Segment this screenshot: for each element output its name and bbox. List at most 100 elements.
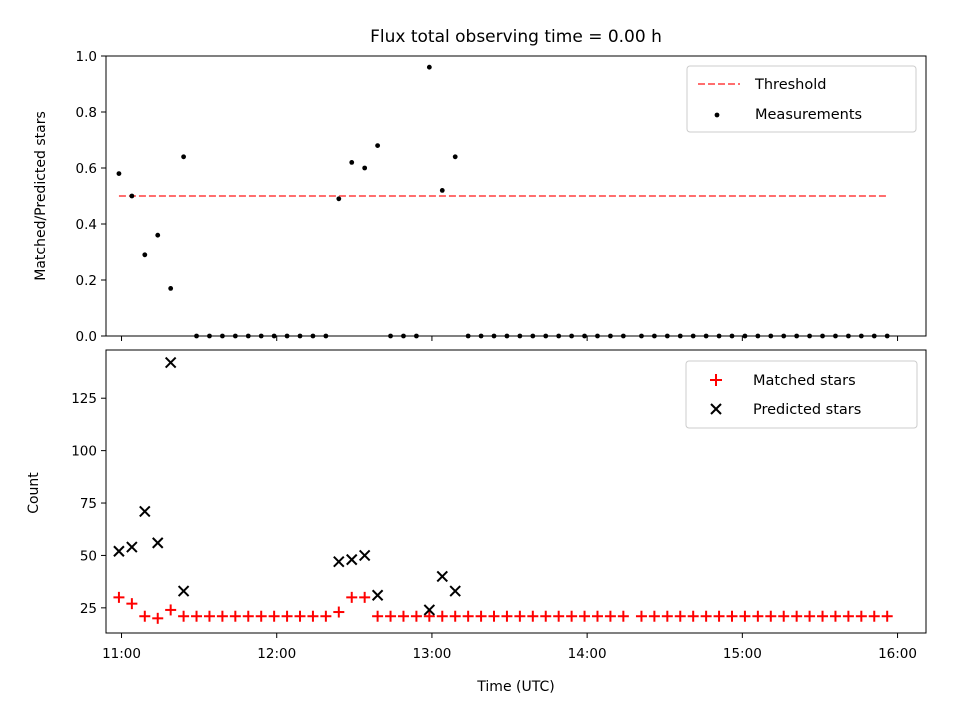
predicted-star-marker — [358, 549, 371, 562]
predicted-star-marker — [346, 553, 358, 566]
predicted-star-marker — [126, 541, 138, 553]
matched-star-marker — [113, 591, 125, 603]
top-y-tick-label: 0.0 — [76, 329, 97, 345]
matched-star-marker — [307, 610, 319, 622]
measurement-point — [452, 154, 458, 160]
matched-star-marker — [713, 610, 725, 622]
matched-star-marker — [501, 610, 513, 622]
matched-star-marker — [165, 604, 177, 616]
matched-star-marker — [674, 610, 686, 622]
bottom-x-tick-label: 14:00 — [568, 646, 607, 662]
matched-star-marker — [268, 610, 280, 622]
predicted-star-marker — [333, 556, 345, 568]
matched-star-marker — [423, 610, 435, 622]
matched-star-marker — [139, 610, 151, 622]
top-y-tick-label: 0.4 — [76, 217, 97, 233]
top-panel: 0.0 0.2 0.4 0.6 0.8 1.0 Matched/Predicted sta… — [33, 49, 927, 345]
bottom-x-tick-label: 13:00 — [412, 646, 451, 662]
bottom-x-tick-label: 12:00 — [257, 646, 296, 662]
top-y-tick-label: 0.6 — [76, 161, 97, 177]
legend-predicted-label: Predicted stars — [753, 402, 861, 418]
measurement-point — [116, 171, 122, 177]
x-axis-label: Time (UTC) — [476, 679, 554, 695]
bottom-panel: 25 50 75 100 125 11:00 12:00 13:00 14:00 15:00 16… — [26, 349, 927, 695]
matched-star-marker — [661, 610, 673, 622]
top-x-axis — [121, 336, 899, 341]
top-axes-frame — [105, 55, 927, 337]
bottom-x-tick-label: 16:00 — [878, 646, 917, 662]
matched-stars-series — [113, 591, 893, 624]
matched-star-marker — [881, 610, 893, 622]
top-y-axis: 0.0 0.2 0.4 0.6 0.8 1.0 — [76, 49, 106, 345]
matched-star-marker — [255, 610, 267, 622]
predicted-star-marker — [449, 585, 461, 597]
measurement-point — [362, 165, 368, 171]
matched-star-marker — [778, 610, 790, 622]
bottom-axes-frame — [105, 349, 927, 634]
matched-star-marker — [726, 610, 738, 622]
measurement-point — [181, 154, 187, 160]
measurement-point — [349, 160, 355, 165]
matched-star-marker — [635, 610, 647, 622]
legend-measurements-swatch — [714, 112, 720, 118]
matched-star-marker — [617, 610, 629, 622]
bottom-y-tick-label: 75 — [80, 496, 97, 512]
bottom-y-axis-label: Count — [26, 472, 42, 514]
legend-matched-swatch — [710, 374, 722, 386]
predicted-star-marker — [113, 545, 125, 557]
matched-star-marker — [752, 610, 764, 622]
matched-star-marker — [333, 606, 345, 618]
matched-star-marker — [385, 610, 397, 622]
predicted-star-marker — [436, 570, 448, 583]
measurement-point — [155, 232, 161, 238]
matched-star-marker — [527, 610, 539, 622]
matched-star-marker — [804, 610, 816, 622]
measurement-point — [439, 188, 445, 193]
matched-star-marker — [817, 610, 829, 622]
top-y-tick-label: 1.0 — [76, 49, 97, 65]
matched-star-marker — [229, 610, 241, 622]
matched-star-marker — [397, 610, 409, 622]
bottom-x-axis: 11:00 12:00 13:00 14:00 15:00 16:00 — [102, 633, 917, 662]
matched-star-marker — [436, 610, 448, 622]
matched-star-marker — [791, 610, 803, 622]
predicted-star-marker — [177, 585, 190, 597]
matched-star-marker — [579, 610, 591, 622]
matched-star-marker — [648, 610, 660, 622]
legend-threshold-label: Threshold — [754, 77, 826, 93]
matched-star-marker — [372, 610, 384, 622]
chart-title: Flux total observing time = 0.00 h — [370, 27, 662, 47]
matched-star-marker — [765, 610, 777, 622]
matched-star-marker — [359, 591, 371, 603]
bottom-legend: Matched stars Predicted stars — [685, 360, 918, 429]
matched-star-marker — [540, 610, 552, 622]
predicted-star-marker — [152, 537, 164, 549]
matched-star-marker — [242, 610, 254, 622]
measurement-point — [336, 196, 342, 202]
measurement-point — [129, 193, 135, 199]
matched-star-marker — [829, 610, 841, 622]
bottom-legend-box — [685, 360, 918, 429]
matched-star-marker — [281, 610, 293, 622]
matched-star-marker — [203, 610, 215, 622]
matched-star-marker — [739, 610, 751, 622]
bottom-x-tick-label: 15:00 — [723, 646, 762, 662]
matched-star-marker — [178, 610, 190, 622]
bottom-y-axis: 25 50 75 100 125 — [71, 391, 106, 617]
bottom-y-tick-label: 125 — [71, 391, 97, 407]
matched-star-marker — [604, 610, 616, 622]
predicted-star-marker — [139, 505, 151, 518]
predicted-star-marker — [371, 589, 384, 601]
top-y-tick-label: 0.8 — [76, 105, 97, 121]
top-y-axis-label: Matched/Predicted stars — [33, 111, 49, 281]
measurement-point — [426, 64, 432, 70]
matched-star-marker — [488, 610, 500, 622]
top-legend: Threshold Measurements — [686, 65, 917, 133]
matched-star-marker — [591, 610, 603, 622]
legend-predicted-swatch — [710, 403, 722, 415]
matched-star-marker — [320, 610, 332, 622]
matched-star-marker — [346, 591, 358, 603]
bottom-y-tick-label: 100 — [71, 444, 97, 460]
predicted-star-marker — [423, 604, 436, 616]
